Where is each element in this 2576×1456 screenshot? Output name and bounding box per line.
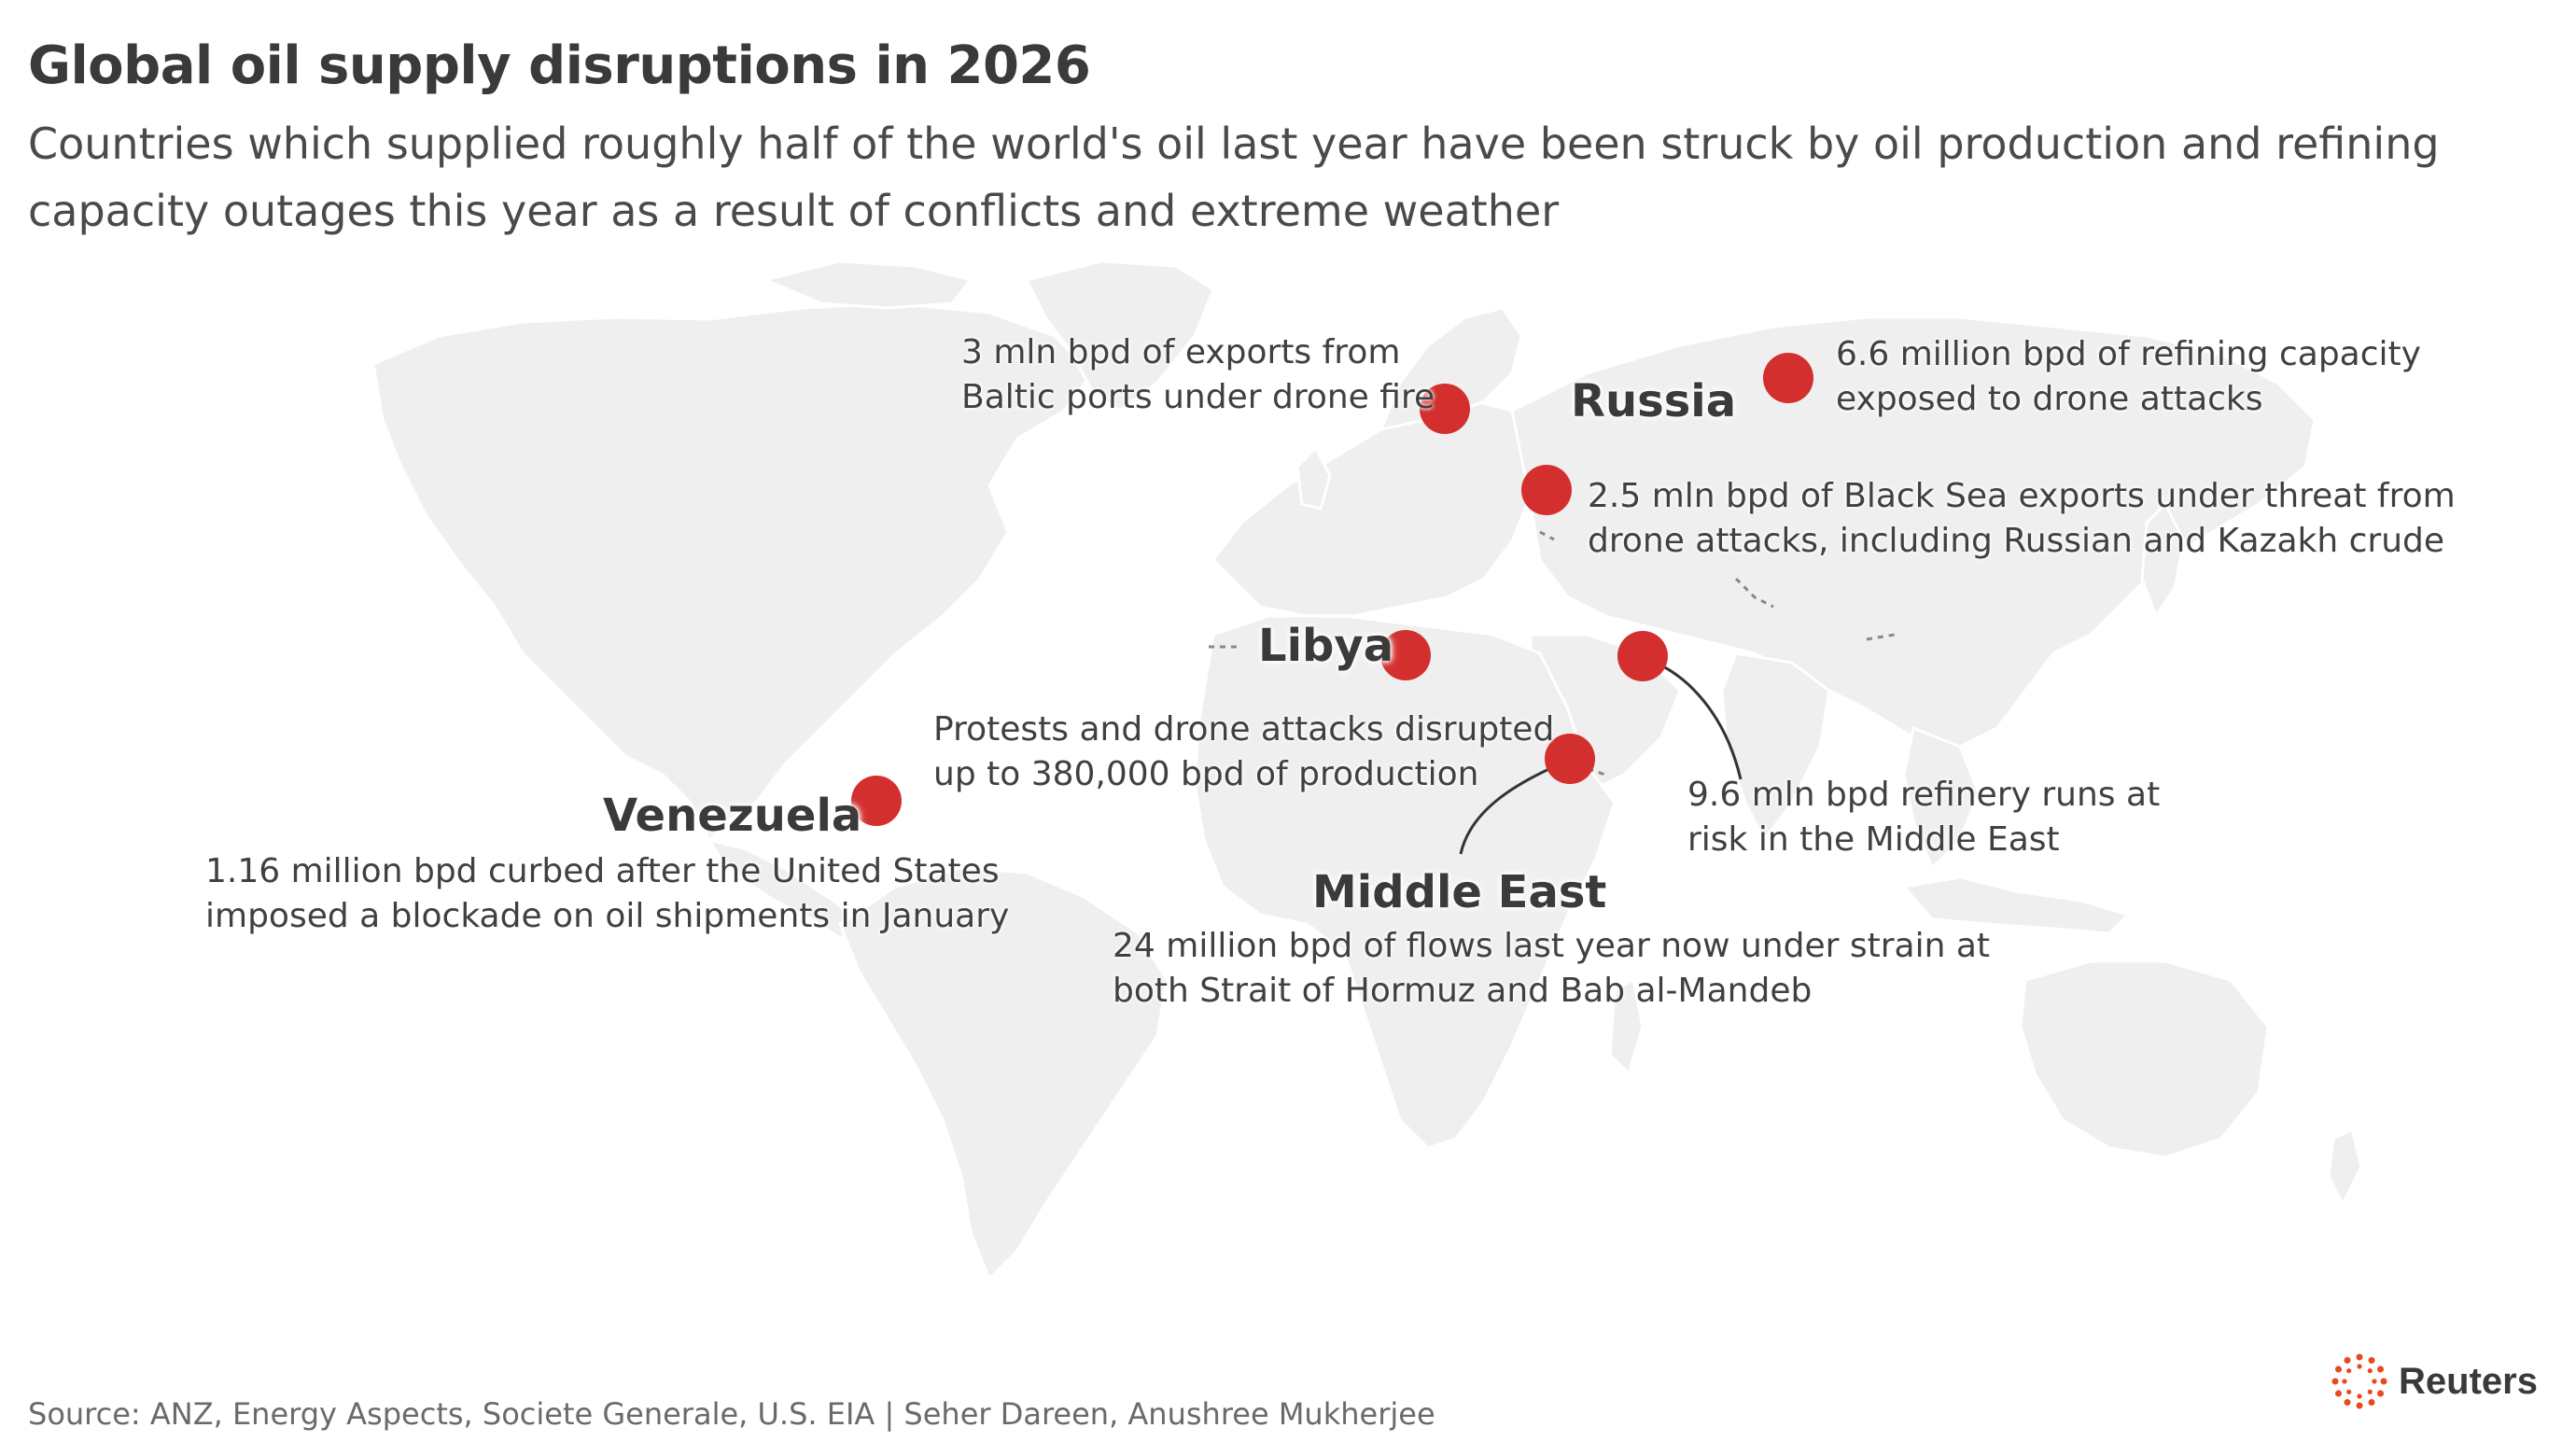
annotation-line: Protests and drone attacks disrupted [933, 710, 1555, 749]
marker-venezuela [851, 776, 902, 826]
land-greenland [1024, 259, 1215, 413]
land-asia [1510, 315, 2317, 749]
land-southeast-asia [1902, 725, 1981, 871]
reuters-logo-text: Reuters [2399, 1360, 2538, 1402]
land-indonesia [1901, 875, 2131, 935]
annotation-venezuela: 1.16 million bpd curbed after the United… [205, 849, 1009, 939]
land-japan [2140, 501, 2186, 620]
marker-russia-refining [1763, 353, 1813, 403]
marker-red-sea [1545, 734, 1595, 784]
annotation-line: 24 million bpd of flows last year now un… [1113, 927, 1991, 965]
land-south-america [838, 866, 1169, 1281]
region-label-venezuela: Venezuela [603, 790, 862, 842]
land-europe [1211, 399, 1533, 618]
reuters-logo-icon [2331, 1353, 2387, 1409]
marker-black-sea [1521, 465, 1572, 515]
annotation-line: imposed a blockade on oil shipments in J… [205, 897, 1010, 935]
annotation-line: Baltic ports under drone fire [961, 378, 1435, 416]
annotation-line: 9.6 mln bpd refinery runs at [1687, 776, 2161, 814]
annotation-line: 2.5 mln bpd of Black Sea exports under t… [1588, 477, 2456, 515]
land-madagascar [1608, 977, 1645, 1076]
land-masses [371, 259, 2363, 1281]
land-africa [1193, 614, 1617, 1150]
annotation-line: 1.16 million bpd curbed after the United… [205, 852, 1000, 890]
region-label-russia: Russia [1571, 375, 1737, 427]
annotation-line: drone attacks, including Russian and Kaz… [1588, 522, 2445, 560]
marker-libya [1380, 630, 1431, 680]
annotation-flows: 24 million bpd of flows last year now un… [1113, 924, 1990, 1014]
marker-gulf [1617, 631, 1668, 681]
land-uk [1295, 445, 1332, 511]
annotation-line: both Strait of Hormuz and Bab al-Mandeb [1113, 972, 1813, 1010]
annotation-line: up to 380,000 bpd of production [933, 755, 1479, 793]
land-india [1720, 651, 1831, 843]
annotation-black-sea: 2.5 mln bpd of Black Sea exports under t… [1588, 474, 2456, 564]
reuters-logo[interactable]: Reuters [2330, 1351, 2538, 1411]
markers [851, 353, 1813, 826]
land-australia [2019, 959, 2270, 1159]
source-credit: Source: ANZ, Energy Aspects, Societe Gen… [28, 1396, 1435, 1432]
annotation-refining: 6.6 million bpd of refining capacity exp… [1836, 332, 2421, 422]
marker-baltic [1420, 384, 1470, 434]
page-subtitle: Countries which supplied roughly half of… [28, 119, 2440, 236]
annotation-baltic: 3 mln bpd of exports from Baltic ports u… [961, 330, 1435, 420]
region-label-libya: Libya [1258, 620, 1394, 672]
annotation-libya: Protests and drone attacks disrupted up … [933, 707, 1554, 797]
land-new-zealand [2327, 1127, 2363, 1208]
annotation-line: risk in the Middle East [1687, 820, 2060, 859]
annotation-line: 3 mln bpd of exports from [961, 333, 1401, 371]
annotation-line: 6.6 million bpd of refining capacity [1836, 335, 2421, 373]
annotation-refinery-runs: 9.6 mln bpd refinery runs at risk in the… [1687, 773, 2160, 862]
land-arctic-islands [761, 259, 973, 310]
annotation-line: exposed to drone attacks [1836, 380, 2263, 418]
page-title: Global oil supply disruptions in 2026 [28, 35, 1091, 96]
region-label-middle-east: Middle East [1312, 866, 1607, 918]
